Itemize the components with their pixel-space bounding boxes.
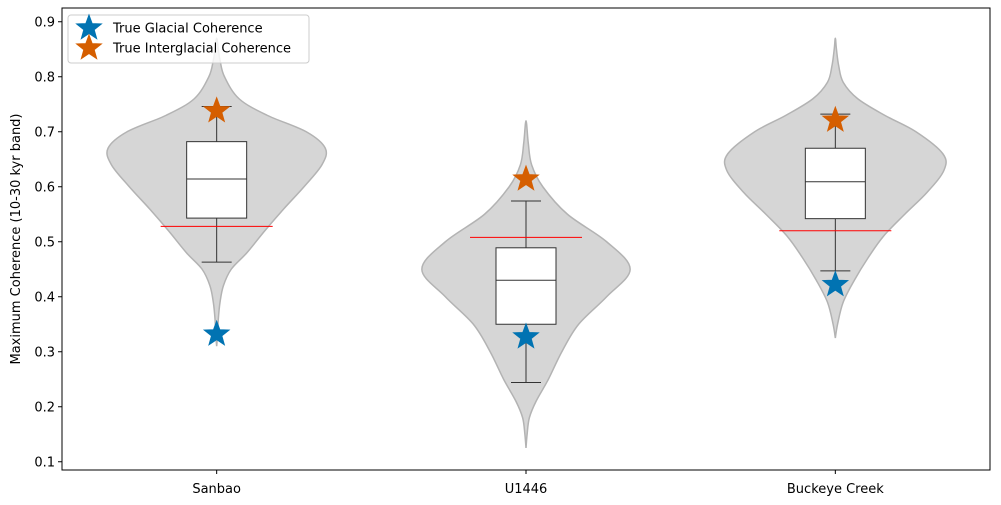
y-tick-label: 0.6 (34, 180, 55, 195)
y-tick-label: 0.9 (34, 15, 55, 30)
iqr-box (495, 247, 557, 325)
y-tick-label: 0.5 (34, 235, 55, 250)
y-tick-label: 0.1 (34, 455, 55, 470)
iqr-box (186, 141, 248, 219)
y-tick-label: 0.8 (34, 70, 55, 85)
interglacial-star-marker (821, 105, 850, 132)
interglacial-star-marker (512, 164, 540, 191)
box-layer (160, 105, 892, 384)
legend: True Glacial Coherence True Interglacial … (67, 13, 310, 64)
glacial-star-marker (821, 270, 850, 297)
y-axis-label: Maximum Coherence (10-30 kyr band) (9, 113, 24, 364)
glacial-star-marker (202, 319, 231, 346)
x-tick-label: Buckeye Creek (787, 482, 884, 497)
legend-label: True Interglacial Coherence (112, 42, 291, 57)
y-tick-label: 0.4 (34, 290, 55, 305)
glacial-star-marker (512, 322, 540, 349)
y-tick-label: 0.7 (34, 125, 55, 140)
iqr-box (804, 147, 866, 220)
legend-frame (67, 14, 310, 64)
legend-star-icon (75, 33, 103, 60)
axis-layer: 0.1 0.2 0.3 0.4 0.5 0.6 0.7 0.8 0.9 Sanbao U1446 Bu… (34, 15, 884, 497)
x-tick-label: Sanbao (192, 482, 241, 497)
x-tick-label: U1446 (505, 482, 548, 497)
legend-star-icon (75, 13, 103, 40)
y-tick-label: 0.3 (34, 345, 55, 360)
marker-layer (202, 96, 850, 349)
y-tick-label: 0.2 (34, 400, 55, 415)
interglacial-star-marker (202, 96, 231, 123)
legend-label: True Glacial Coherence (112, 22, 263, 37)
violin-layer (106, 37, 947, 449)
